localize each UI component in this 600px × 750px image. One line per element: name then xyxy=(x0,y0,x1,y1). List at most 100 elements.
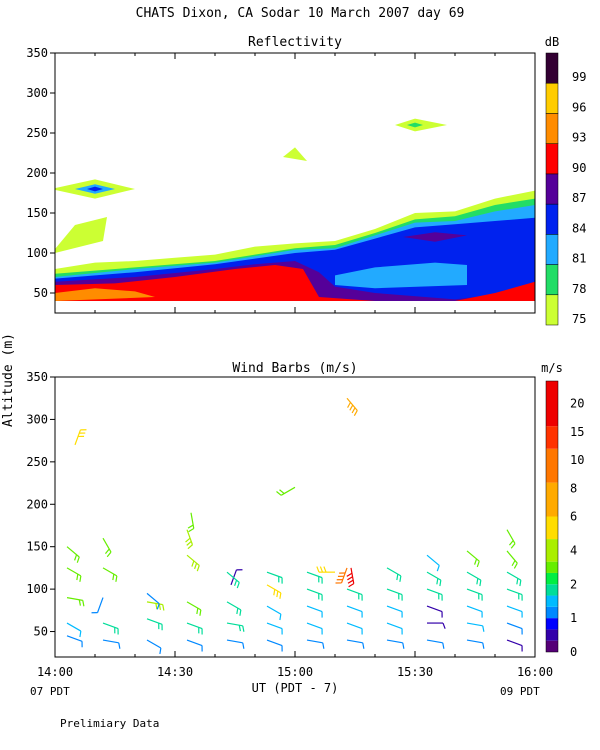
reflectivity-contour-81-15 xyxy=(335,262,467,289)
ms-colorbar-label: 2 xyxy=(570,577,577,591)
wind-barb xyxy=(266,605,282,621)
wind-barb xyxy=(266,571,283,584)
db-colorbar-swatch-87 xyxy=(545,173,559,205)
ms-colorbar-label: 15 xyxy=(570,425,584,439)
wind-barb xyxy=(102,537,112,558)
ms-colorbar-swatch xyxy=(546,584,558,596)
ms-colorbar-swatch xyxy=(546,561,558,573)
ms-colorbar-label: 20 xyxy=(570,397,584,411)
wind-barb xyxy=(266,584,282,599)
db-colorbar-swatch-84 xyxy=(545,203,559,235)
db-colorbar-swatch-90 xyxy=(545,143,559,175)
right-time-note: 09 PDT xyxy=(500,685,540,698)
x-tick-label: 16:00 xyxy=(517,665,553,679)
wind-barb xyxy=(426,571,442,587)
ms-colorbar-swatch xyxy=(546,629,558,641)
wind-barb xyxy=(276,486,296,496)
x-tick-label: 15:30 xyxy=(397,665,433,679)
refl-y-tick-label: 100 xyxy=(26,246,48,260)
wind-barb xyxy=(102,639,121,649)
wind-barb xyxy=(306,605,323,618)
left-time-note: 07 PDT xyxy=(30,685,70,698)
reflectivity-axes: 50 100 150 200 250 300 350 xyxy=(26,46,536,313)
db-colorbar-label: 90 xyxy=(572,161,586,175)
wind-barb xyxy=(506,529,516,549)
x-tick-label: 14:30 xyxy=(157,665,193,679)
wind-barb xyxy=(91,597,104,614)
reflectivity-contour-78-13 xyxy=(407,122,423,128)
wind-barb xyxy=(346,639,365,649)
wind-barbs xyxy=(66,397,523,655)
wind-barb xyxy=(306,639,325,649)
ms-colorbar-swatch xyxy=(546,618,558,630)
wind-barb xyxy=(386,639,405,649)
wind-barb xyxy=(346,588,363,601)
db-colorbar-label: 84 xyxy=(572,221,586,235)
x-tick-label: 15:00 xyxy=(277,665,313,679)
wind-barb xyxy=(426,639,445,649)
db-colorbar-label: 96 xyxy=(572,100,586,114)
db-colorbar-swatch-99 xyxy=(545,52,559,84)
wind-barb xyxy=(146,618,163,631)
wind-barbs-frame xyxy=(54,376,536,658)
wind-barb xyxy=(426,554,440,572)
wind-barb xyxy=(74,429,87,446)
wind-barb xyxy=(306,622,323,635)
wind-barb xyxy=(386,588,403,601)
reflectivity-title: Reflectivity xyxy=(248,35,342,50)
reflectivity-colorbar: 75 78 81 84 87 90 93 96 99 xyxy=(545,52,586,326)
wind-barb xyxy=(186,554,200,572)
wind-barb xyxy=(66,622,82,638)
db-unit-label: dB xyxy=(545,35,559,49)
db-colorbar-label: 93 xyxy=(572,131,586,145)
wind-barb xyxy=(226,639,245,649)
reflectivity-contour-93-6 xyxy=(55,288,155,301)
wind-barb xyxy=(386,622,403,635)
refl-y-tick-label: 350 xyxy=(26,46,48,60)
db-colorbar-label: 78 xyxy=(572,282,586,296)
wind-barb xyxy=(466,571,482,587)
wind-barb xyxy=(185,529,194,550)
wind-barb xyxy=(466,622,485,632)
wind-barb xyxy=(506,550,518,569)
wind-barb xyxy=(66,597,85,607)
barb-y-tick-label: 200 xyxy=(26,497,48,511)
barb-y-tick-label: 250 xyxy=(26,455,48,469)
wind-barb xyxy=(346,605,363,618)
wind-barb xyxy=(226,571,240,589)
ms-colorbar-swatch xyxy=(546,381,558,427)
reflectivity-contour-87-14 xyxy=(403,232,467,242)
ms-colorbar-swatch xyxy=(546,448,558,483)
wind-barb xyxy=(226,601,242,616)
wind-barb xyxy=(466,550,480,568)
x-axis-label: UT (PDT - 7) xyxy=(252,681,339,695)
ms-colorbar-swatch xyxy=(546,539,558,562)
wind-barb xyxy=(186,639,203,652)
db-colorbar-label: 81 xyxy=(572,252,586,266)
wind-barb xyxy=(66,546,80,563)
reflectivity-panel: Reflectivity 50 100 150 200 250 300 350 75 78 81… xyxy=(26,35,586,326)
barb-y-tick-label: 300 xyxy=(26,412,48,426)
barb-y-tick-label: 150 xyxy=(26,540,48,554)
ms-colorbar-label: 10 xyxy=(570,453,584,467)
wind-barbs-panel: Wind Barbs (m/s) 5010015020025030035014:… xyxy=(26,361,584,679)
wind-barb xyxy=(226,622,245,632)
wind-speed-colorbar: 0 1 2 4 6 8 10 15 20 xyxy=(545,380,584,659)
refl-y-tick-label: 250 xyxy=(26,126,48,140)
wind-barb xyxy=(386,567,402,582)
wind-barb xyxy=(146,601,165,611)
refl-y-tick-label: 150 xyxy=(26,206,48,220)
wind-barb xyxy=(146,639,162,655)
ms-unit-label: m/s xyxy=(541,361,563,375)
db-colorbar-swatch-96 xyxy=(545,82,559,114)
wind-barb xyxy=(506,605,523,618)
wind-barb xyxy=(316,566,335,573)
refl-y-tick-label: 200 xyxy=(26,166,48,180)
wind-barb xyxy=(506,588,523,601)
wind-barb xyxy=(426,588,443,601)
wind-barb xyxy=(466,605,483,618)
wind-barb xyxy=(187,512,195,533)
ms-colorbar-swatch xyxy=(546,606,558,619)
wind-barb xyxy=(66,635,83,648)
wind-barb xyxy=(102,567,118,582)
